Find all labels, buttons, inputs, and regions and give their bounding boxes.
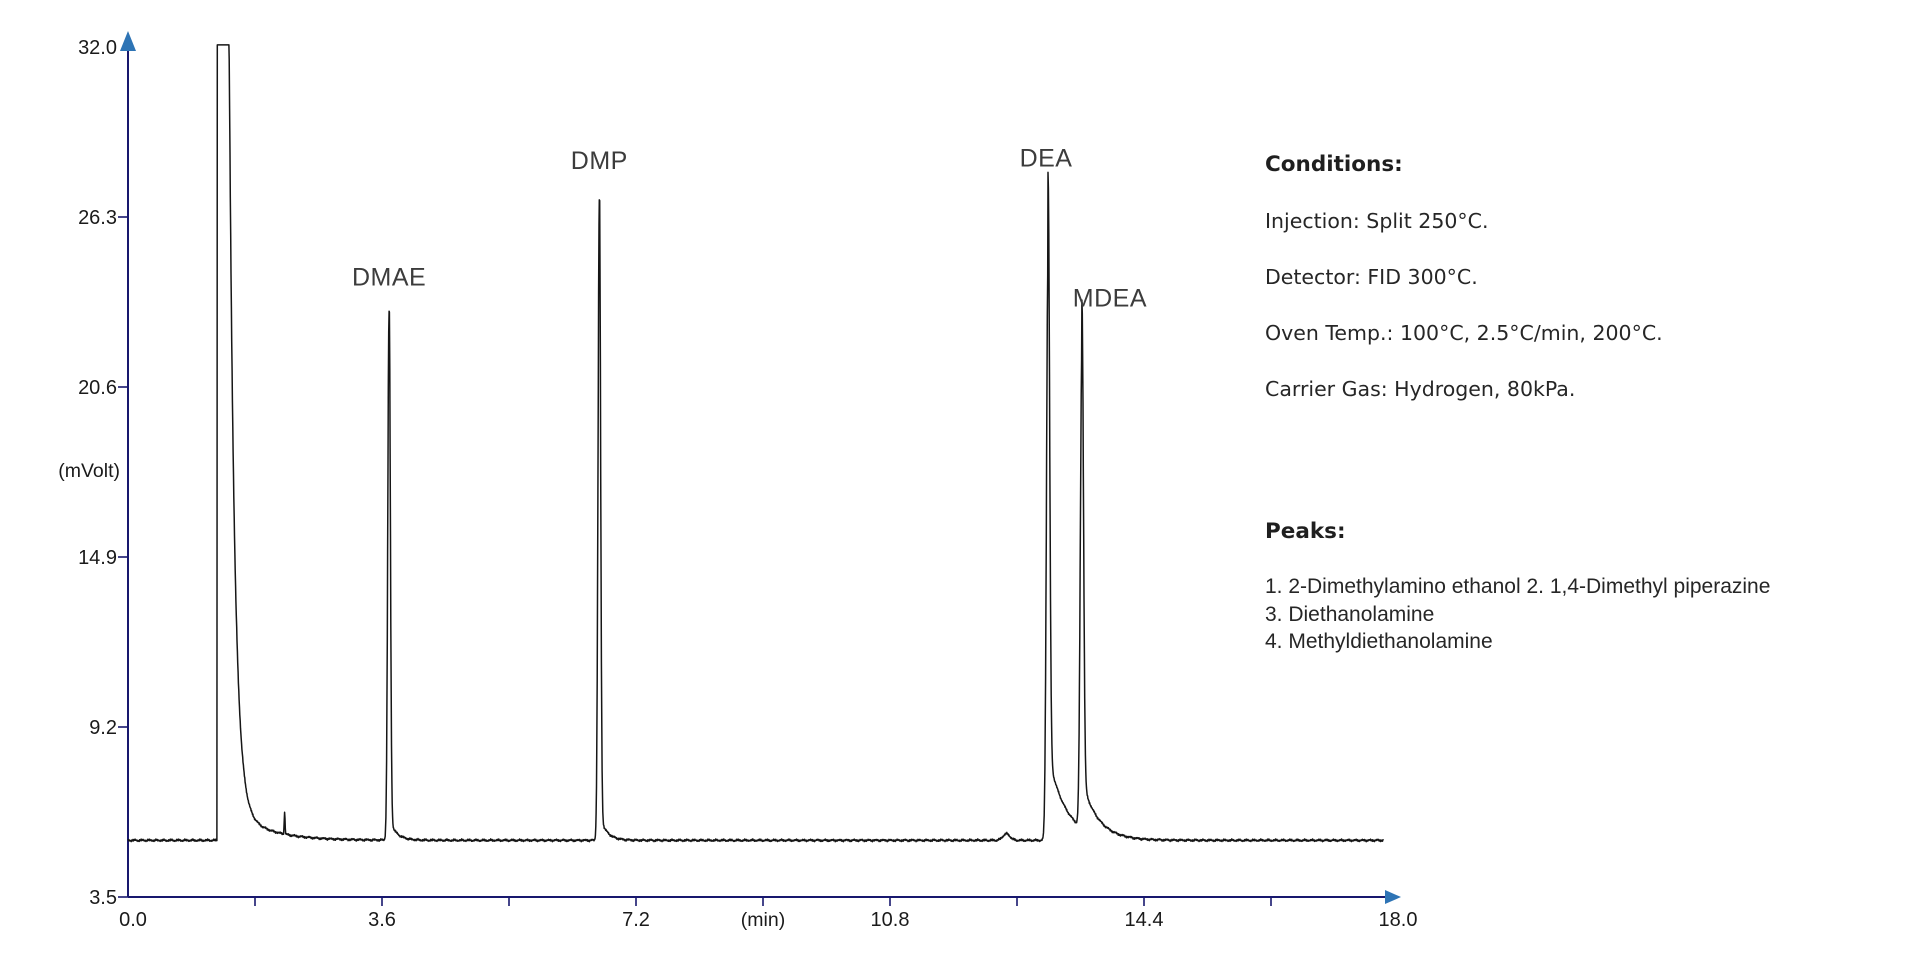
peak-label-mdea: MDEA xyxy=(1073,284,1147,312)
y-tick-label: 26.3 xyxy=(78,207,117,229)
peaks-list-line-2: 3. Diethanolamine xyxy=(1265,602,1435,626)
peaks-list-line-1: 1. 2-Dimethylamino ethanol 2. 1,4-Dimeth… xyxy=(1265,575,1771,598)
peak-label-dea: DEA xyxy=(1020,144,1073,172)
condition-injection: Injection: Split 250°C. xyxy=(1265,209,1489,233)
condition-detector: Detector: FID 300°C. xyxy=(1265,265,1478,289)
conditions-heading: Conditions: xyxy=(1265,152,1403,177)
x-tick-label: 0.0 xyxy=(119,909,147,931)
condition-carrier-gas: Carrier Gas: Hydrogen, 80kPa. xyxy=(1265,377,1576,401)
y-tick-label: 9.2 xyxy=(89,717,117,739)
y-tick-label: 3.5 xyxy=(89,887,117,909)
y-axis-unit-label: (mVolt) xyxy=(58,460,120,482)
peaks-block: Peaks: 1. 2-Dimethylamino ethanol 2. 1,4… xyxy=(1265,517,1913,656)
condition-oven-temp: Oven Temp.: 100°C, 2.5°C/min, 200°C. xyxy=(1265,321,1663,345)
x-tick-label: 18.0 xyxy=(1379,909,1418,931)
peak-label-dmp: DMP xyxy=(571,147,628,175)
y-tick-label: 20.6 xyxy=(78,377,117,399)
peaks-list-line-3: 4. Methyldiethanolamine xyxy=(1265,630,1493,653)
y-axis-arrowhead xyxy=(120,31,136,51)
y-tick-label: 32.0 xyxy=(78,37,117,59)
x-axis-unit-label: (min) xyxy=(741,909,785,931)
peak-label-dmae: DMAE xyxy=(352,264,426,292)
x-tick-label: 7.2 xyxy=(622,909,650,931)
peaks-heading: Peaks: xyxy=(1265,519,1346,544)
x-tick-label: 10.8 xyxy=(871,909,910,931)
x-tick-label: 14.4 xyxy=(1125,909,1164,931)
x-tick-label: 3.6 xyxy=(368,909,396,931)
signal-trace xyxy=(127,44,1385,843)
conditions-block: Conditions: Injection: Split 250°C. Dete… xyxy=(1265,150,1913,404)
y-tick-label: 14.9 xyxy=(78,547,117,569)
annotations-panel: Conditions: Injection: Split 250°C. Dete… xyxy=(1265,150,1913,656)
x-axis-arrowhead xyxy=(1385,890,1401,904)
